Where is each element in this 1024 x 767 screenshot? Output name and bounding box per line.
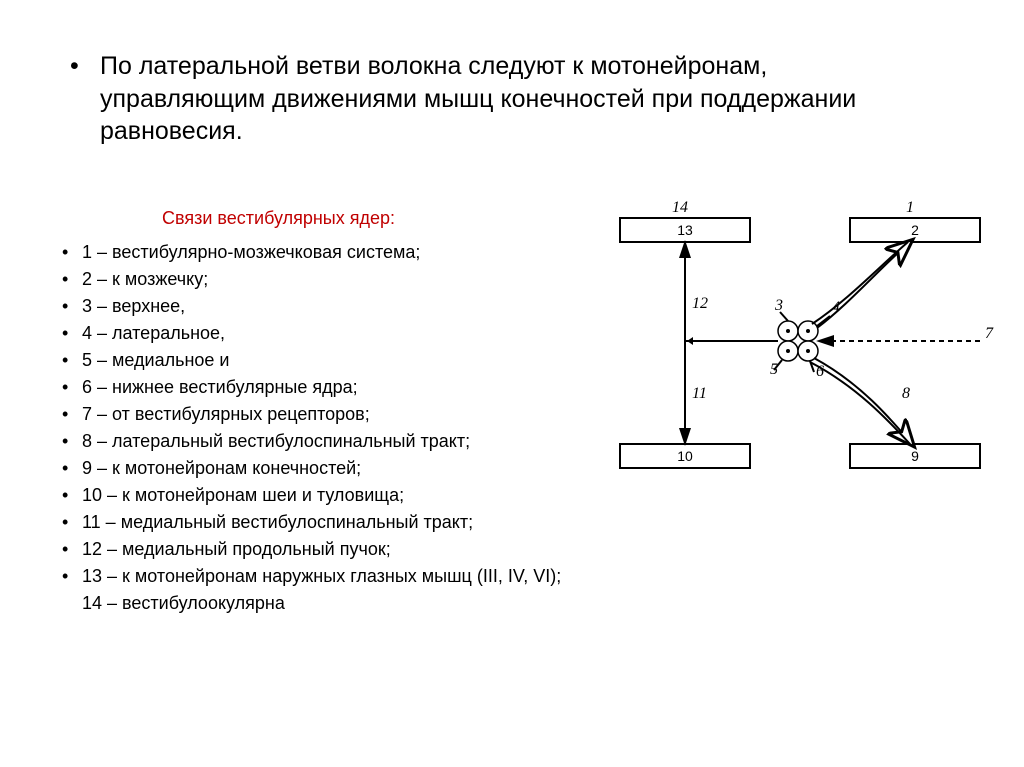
legend-list: 1 – вестибулярно-мозжечковая система;2 –… bbox=[40, 239, 580, 617]
main-paragraph: По латеральной ветви волокна следуют к м… bbox=[100, 50, 900, 148]
svg-text:13: 13 bbox=[677, 222, 693, 238]
legend-item: 12 – медиальный продольный пучок; bbox=[62, 536, 580, 563]
svg-text:12: 12 bbox=[692, 295, 708, 312]
svg-text:2: 2 bbox=[911, 222, 919, 238]
legend-item: 1 – вестибулярно-мозжечковая система; bbox=[62, 239, 580, 266]
legend-item: 13 – к мотонейронам наружных глазных мыш… bbox=[62, 563, 580, 617]
svg-text:9: 9 bbox=[911, 448, 919, 464]
svg-text:8: 8 bbox=[902, 385, 910, 402]
legend-item: 3 – верхнее, bbox=[62, 293, 580, 320]
svg-text:11: 11 bbox=[692, 385, 707, 402]
legend-item: 4 – латеральное, bbox=[62, 320, 580, 347]
svg-text:7: 7 bbox=[985, 325, 994, 342]
vestibular-diagram: 1314211091211734568 bbox=[580, 208, 984, 518]
legend-item: 8 – латеральный вестибулоспинальный трак… bbox=[62, 428, 580, 455]
svg-text:3: 3 bbox=[774, 297, 783, 314]
legend-item: 11 – медиальный вестибулоспинальный трак… bbox=[62, 509, 580, 536]
svg-text:10: 10 bbox=[677, 448, 693, 464]
svg-text:1: 1 bbox=[906, 199, 914, 216]
legend-item: 5 – медиальное и bbox=[62, 347, 580, 374]
legend-item: 9 – к мотонейронам конечностей; bbox=[62, 455, 580, 482]
legend-item: 6 – нижнее вестибулярные ядра; bbox=[62, 374, 580, 401]
legend-item: 2 – к мозжечку; bbox=[62, 266, 580, 293]
legend-item: 10 – к мотонейронам шеи и туловища; bbox=[62, 482, 580, 509]
legend-item: 7 – от вестибулярных рецепторов; bbox=[62, 401, 580, 428]
svg-text:14: 14 bbox=[672, 199, 688, 216]
legend-heading: Связи вестибулярных ядер: bbox=[162, 208, 580, 229]
